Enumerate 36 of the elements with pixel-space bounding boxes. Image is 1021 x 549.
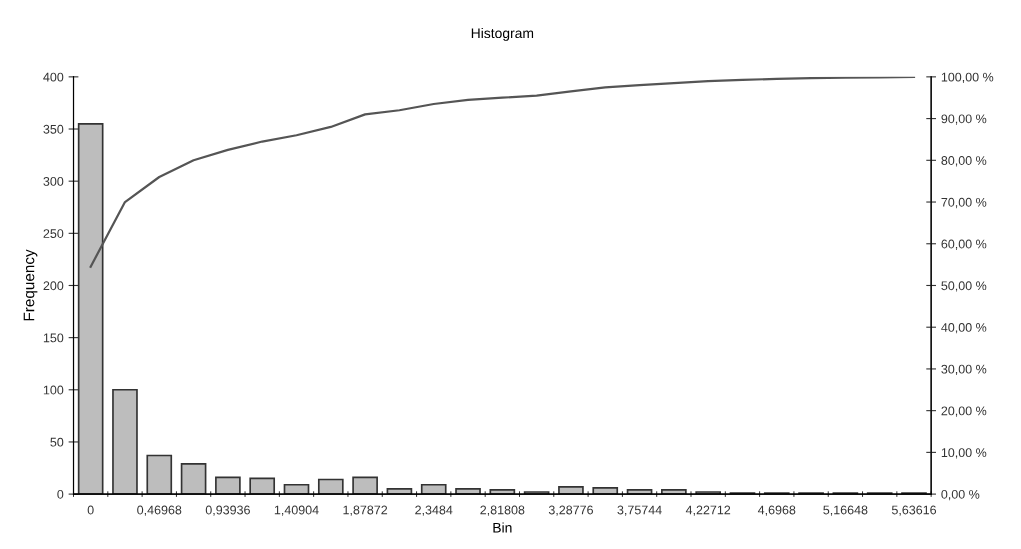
- x-tick-label: 3,75744: [617, 505, 662, 516]
- y2-tick-label: 0,00 %: [941, 489, 980, 501]
- y2-tick-label: 20,00 %: [941, 406, 987, 417]
- y-tick-label: 350: [43, 124, 64, 134]
- y-tick-label: 400: [43, 72, 64, 82]
- x-tick-label: 0,93936: [205, 505, 250, 516]
- y2-tick-label: 10,00 %: [941, 448, 987, 459]
- x-tick-label: 2,3484: [415, 505, 453, 516]
- y2-tick-label: 60,00 %: [941, 239, 987, 250]
- y-tick-label: 0: [57, 489, 64, 499]
- x-tick-label: 1,87872: [343, 505, 388, 516]
- x-tick-label: 1,40904: [274, 505, 319, 516]
- x-tick-label: 0: [87, 505, 94, 515]
- x-tick-label: 5,63616: [891, 505, 937, 516]
- y-tick-label: 50: [50, 437, 64, 447]
- y2-tick-label: 100,00 %: [941, 72, 994, 83]
- y2-tick-label: 40,00 %: [941, 323, 987, 334]
- x-tick-label: 0,46968: [137, 505, 182, 516]
- y-tick-label: 100: [43, 385, 64, 395]
- x-tick-label: 2,81808: [480, 505, 525, 516]
- y2-tick-label: 50,00 %: [941, 281, 987, 292]
- x-axis-title: Bin: [493, 522, 512, 533]
- y-tick-label: 300: [43, 176, 64, 186]
- x-tick-label: 3,28776: [548, 505, 593, 516]
- y-tick-label: 200: [43, 281, 64, 291]
- x-tick-label: 4,6968: [757, 505, 796, 516]
- y-axis-title: Frequency: [23, 249, 38, 321]
- chart-title: Histogram: [471, 27, 534, 41]
- x-tick-label: 5,16648: [823, 505, 868, 516]
- y-tick-label: 150: [43, 333, 64, 343]
- y-tick-label: 250: [43, 229, 64, 238]
- y2-tick-label: 90,00 %: [941, 114, 987, 125]
- y2-tick-label: 30,00 %: [941, 364, 987, 376]
- y2-tick-label: 70,00 %: [941, 197, 987, 209]
- y2-tick-label: 80,00 %: [941, 156, 987, 167]
- x-tick-label: 4,22712: [685, 505, 731, 516]
